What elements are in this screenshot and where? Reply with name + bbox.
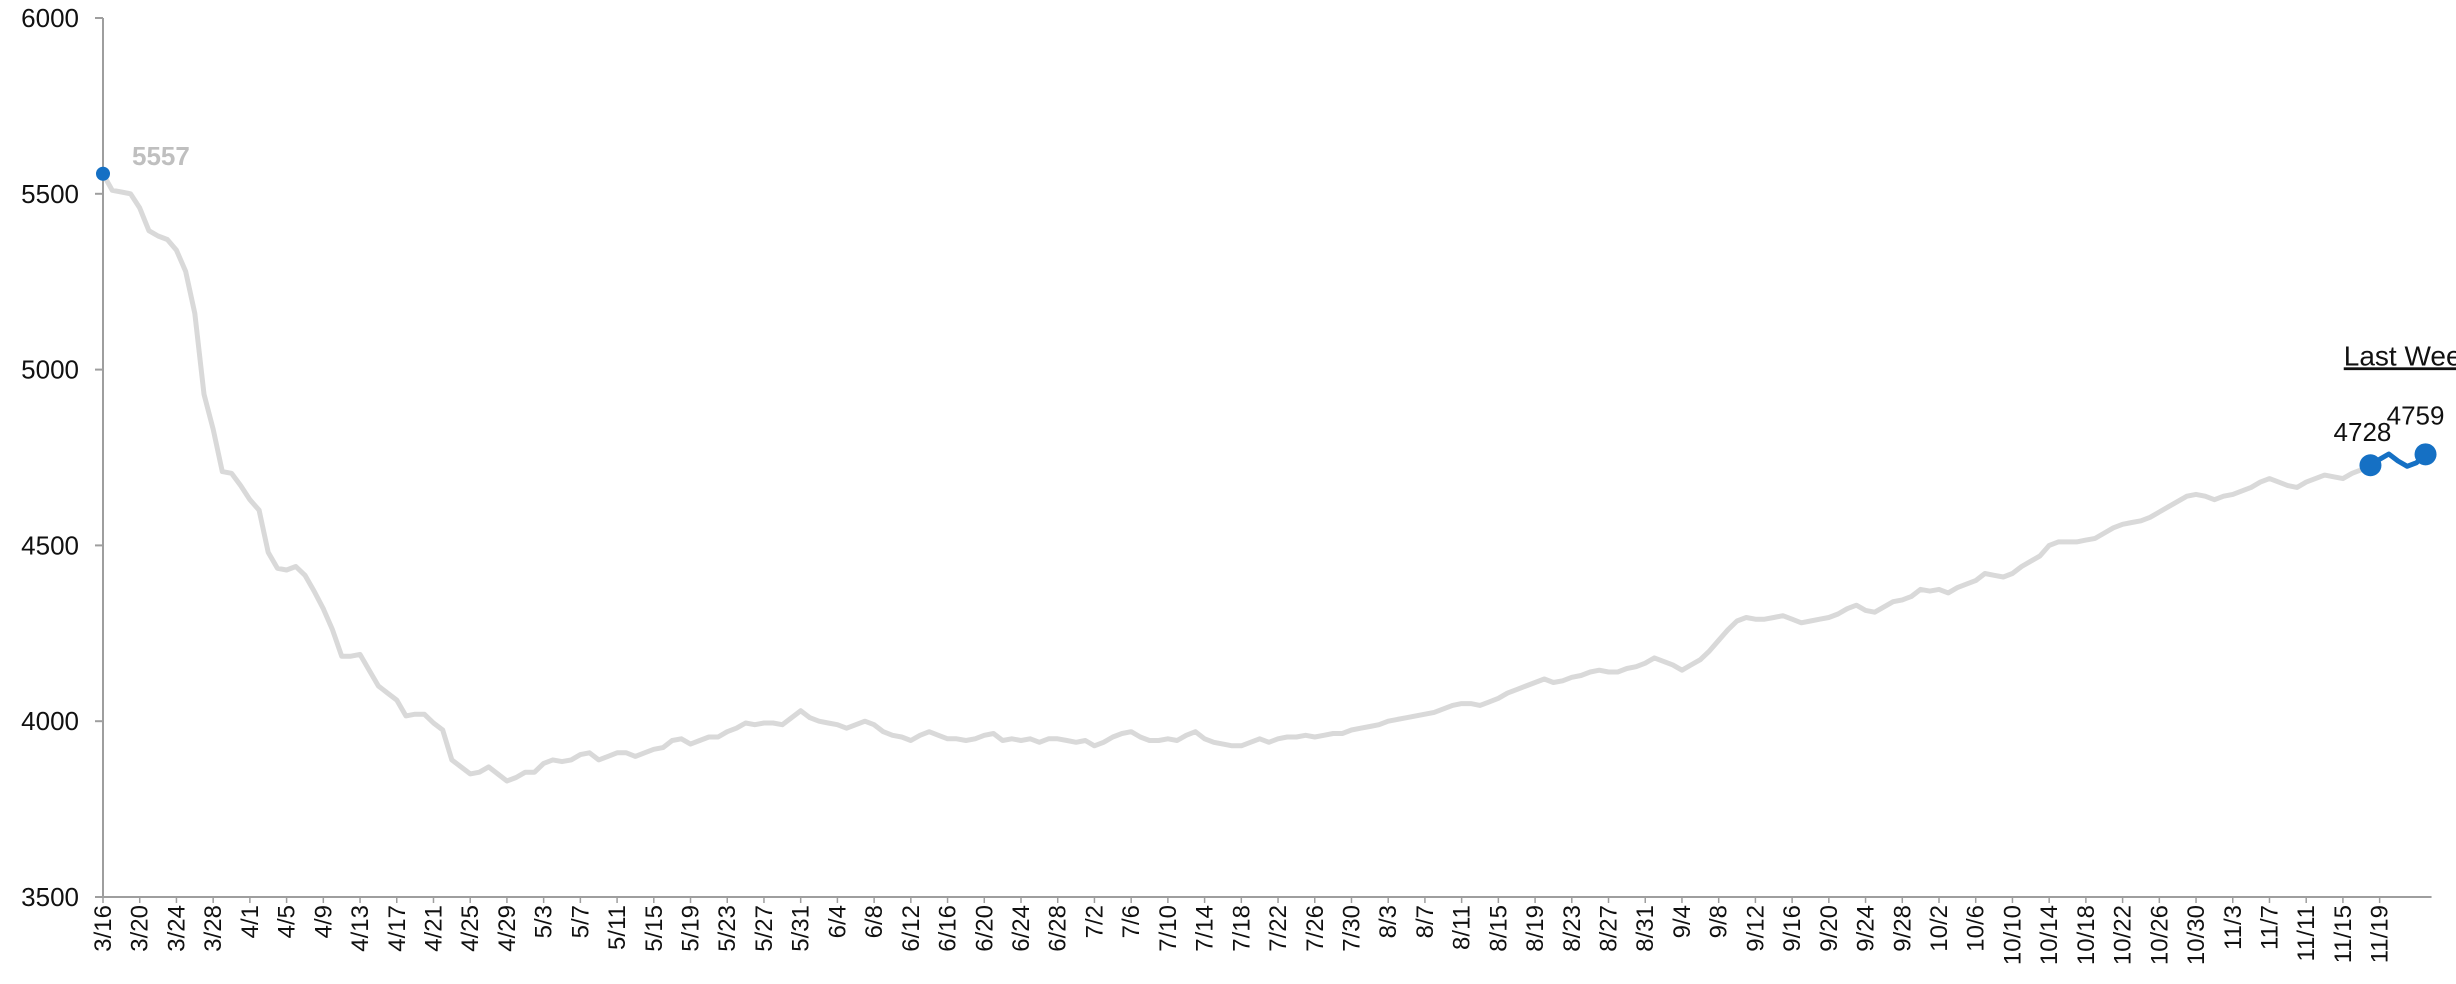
x-tick-label: 7/18 <box>1228 905 1255 952</box>
y-tick-label: 5000 <box>21 355 79 385</box>
x-tick-label: 5/31 <box>788 905 815 952</box>
x-tick-label: 4/25 <box>457 905 484 952</box>
start-value-label: 5557 <box>132 141 190 171</box>
x-tick-label: 5/27 <box>751 905 778 952</box>
x-tick-label: 7/30 <box>1338 905 1365 952</box>
x-tick-label: 7/2 <box>1081 905 1108 938</box>
x-tick-label: 8/15 <box>1485 905 1512 952</box>
x-tick-label: 11/3 <box>2220 905 2247 950</box>
x-tick-label: 3/28 <box>200 905 227 952</box>
history-series-line <box>100 172 2372 784</box>
last-week-start-label: 4728 <box>2334 417 2392 447</box>
y-tick-label: 6000 <box>21 3 79 33</box>
x-tick-label: 8/7 <box>1412 905 1439 938</box>
last-week-end-marker <box>2414 443 2437 466</box>
x-tick-label: 11/11 <box>2293 905 2320 962</box>
x-tick-label: 10/26 <box>2146 905 2173 965</box>
x-tick-label: 6/24 <box>1008 905 1035 952</box>
x-tick-label: 9/24 <box>1853 905 1880 952</box>
x-tick-label: 6/28 <box>1045 905 1072 952</box>
y-axis-ticks: 6000 5500 5000 4500 4000 3500 <box>21 3 103 912</box>
x-tick-label: 7/10 <box>1155 905 1182 952</box>
x-tick-label: 10/18 <box>2073 905 2100 965</box>
x-tick-label: 7/22 <box>1265 905 1292 952</box>
x-tick-label: 8/31 <box>1632 905 1659 952</box>
x-tick-label: 9/16 <box>1779 905 1806 952</box>
x-tick-label: 10/2 <box>1926 905 1953 952</box>
x-tick-label: 5/23 <box>714 905 741 952</box>
x-tick-label: 9/20 <box>1816 905 1843 952</box>
x-tick-label: 10/6 <box>1963 905 1990 952</box>
x-tick-label: 7/6 <box>1118 905 1145 938</box>
x-tick-label: 4/5 <box>274 905 301 938</box>
x-tick-label: 8/23 <box>1559 905 1586 952</box>
data-labels: 5557 4728 4759 Last Week <box>132 141 2456 447</box>
x-tick-label: 3/24 <box>163 905 190 952</box>
x-tick-label: 5/3 <box>531 905 558 938</box>
x-tick-label: 6/8 <box>861 905 888 938</box>
x-tick-label: 9/4 <box>1669 905 1696 938</box>
x-tick-label: 3/16 <box>90 905 117 952</box>
last-week-annotation: Last Week <box>2344 340 2456 371</box>
axes <box>102 18 2432 898</box>
x-tick-label: 11/15 <box>2330 905 2357 963</box>
y-tick-label: 3500 <box>21 882 79 912</box>
x-tick-label: 9/8 <box>1706 905 1733 938</box>
x-tick-label: 3/20 <box>127 905 154 952</box>
x-tick-label: 5/15 <box>641 905 668 952</box>
x-tick-label: 5/11 <box>604 905 631 950</box>
last-week-start-marker <box>2359 454 2382 477</box>
x-tick-label: 9/28 <box>1889 905 1916 952</box>
last-week-end-label: 4759 <box>2387 400 2445 430</box>
x-axis-ticks: 3/16 3/20 3/24 3/28 4/1 4/5 4/9 4/13 4/17 4/21 4/2… <box>90 897 2394 965</box>
x-tick-label: 4/29 <box>494 905 521 952</box>
x-tick-label: 4/21 <box>420 905 447 952</box>
y-tick-label: 4000 <box>21 706 79 736</box>
x-tick-label: 8/3 <box>1375 905 1402 938</box>
x-tick-label: 5/7 <box>567 905 594 938</box>
x-tick-label: 10/30 <box>2183 905 2210 965</box>
x-tick-label: 10/22 <box>2110 905 2137 965</box>
x-tick-label: 8/27 <box>1596 905 1623 952</box>
x-tick-label: 4/1 <box>237 905 264 938</box>
x-tick-label: 7/26 <box>1302 905 1329 952</box>
series <box>96 166 2437 784</box>
x-tick-label: 8/11 <box>1449 905 1476 950</box>
start-point-marker <box>96 166 110 181</box>
x-tick-label: 4/13 <box>347 905 374 952</box>
x-tick-label: 6/20 <box>971 905 998 952</box>
y-tick-label: 4500 <box>21 530 79 560</box>
x-tick-label: 6/16 <box>935 905 962 952</box>
x-tick-label: 7/14 <box>1192 905 1219 952</box>
x-tick-label: 4/9 <box>310 905 337 938</box>
x-tick-label: 8/19 <box>1522 905 1549 952</box>
x-tick-label: 6/12 <box>898 905 925 952</box>
x-tick-label: 4/17 <box>384 905 411 952</box>
x-tick-label: 11/19 <box>2367 905 2394 963</box>
x-tick-label: 10/14 <box>2036 905 2063 965</box>
x-tick-label: 9/12 <box>1742 905 1769 952</box>
y-tick-label: 5500 <box>21 179 79 209</box>
x-tick-label: 5/19 <box>678 905 705 952</box>
x-tick-label: 10/10 <box>1999 905 2026 965</box>
x-tick-label: 11/7 <box>2256 905 2283 950</box>
x-tick-label: 6/4 <box>824 905 851 938</box>
